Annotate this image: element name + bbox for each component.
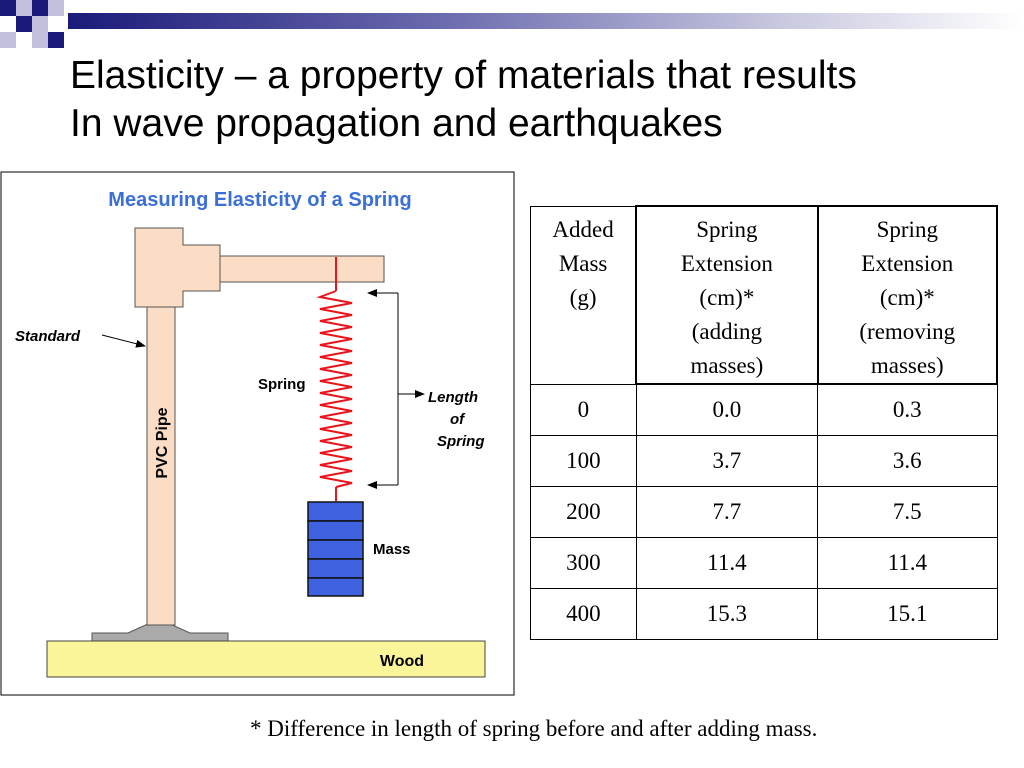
spring-label: Spring	[258, 376, 306, 393]
header-line: masses)	[690, 353, 764, 378]
standard-label: Standard	[15, 328, 81, 345]
header-line: Extension	[861, 251, 954, 276]
header-line: (cm)*	[879, 285, 935, 310]
spring-elasticity-diagram: Measuring Elasticity of a Spring Wood PV…	[0, 171, 515, 696]
slide-title: Elasticity – a property of materials tha…	[70, 52, 1010, 148]
pipe-arm	[219, 255, 385, 283]
table-row: 100 3.7 3.6	[530, 435, 998, 487]
table-cell: 7.5	[817, 486, 998, 538]
header-line: Spring	[876, 217, 938, 242]
header-extension-removing: Spring Extension (cm)* (removing masses)	[816, 205, 999, 385]
header-line: (adding	[691, 319, 762, 344]
header-line: (cm)*	[699, 285, 755, 310]
header-added-mass: Added Mass (g)	[530, 205, 637, 385]
footnote: * Difference in length of spring before …	[250, 716, 818, 741]
table-row: 300 11.4 11.4	[530, 537, 998, 589]
header-line: Spring	[696, 217, 758, 242]
table-cell: 11.4	[635, 537, 819, 589]
table-cell: 3.6	[817, 435, 998, 487]
table-cell: 3.7	[635, 435, 819, 487]
table-row: 0 0.0 0.3	[530, 383, 998, 436]
diagram-heading: Measuring Elasticity of a Spring	[108, 189, 411, 211]
header-line: Added	[552, 216, 614, 242]
header-line: Extension	[680, 251, 773, 276]
pvc-pipe	[146, 306, 176, 626]
table-cell: 0.0	[635, 383, 819, 436]
table-cell: 11.4	[817, 537, 998, 589]
table-cell: 15.1	[817, 588, 998, 640]
length-label-3: Spring	[437, 433, 485, 450]
spring	[316, 257, 353, 501]
title-line-2: In wave propagation and earthquakes	[70, 102, 723, 145]
header-extension-adding: Spring Extension (cm)* (adding masses)	[635, 205, 819, 385]
table-row: 400 15.3 15.1	[530, 588, 998, 640]
corner-decoration	[0, 0, 64, 48]
table-cell: 100	[530, 435, 637, 487]
header-line: Mass	[558, 250, 608, 276]
pipe-tee-joint	[134, 227, 221, 308]
length-label-2: of	[450, 411, 466, 428]
table-cell: 300	[530, 537, 637, 589]
standard-arrow	[101, 334, 146, 348]
pipe-label: PVC Pipe	[154, 407, 171, 478]
table-header-row: Added Mass (g) Spring Extension (cm)* (a…	[530, 205, 999, 385]
table-cell: 7.7	[635, 486, 819, 538]
length-label-1: Length	[428, 389, 478, 406]
table-cell: 15.3	[635, 588, 819, 640]
mass-label: Mass	[373, 541, 411, 558]
table-cell: 0.3	[817, 383, 998, 436]
table-row: 200 7.7 7.5	[530, 486, 998, 538]
mass-stack	[307, 501, 364, 597]
table-cell: 400	[530, 588, 637, 640]
header-line: (removing	[859, 319, 956, 344]
table-cell: 0	[530, 383, 637, 436]
wood-board	[46, 640, 486, 678]
header-line: (g)	[569, 284, 597, 310]
header-gradient-bar	[68, 13, 1024, 29]
header-line: masses)	[870, 353, 944, 378]
table-cell: 200	[530, 486, 637, 538]
title-line-1: Elasticity – a property of materials tha…	[70, 54, 857, 97]
elasticity-data-table: Added Mass (g) Spring Extension (cm)* (a…	[530, 205, 999, 640]
length-bracket	[367, 289, 425, 489]
wood-label: Wood	[380, 653, 424, 670]
